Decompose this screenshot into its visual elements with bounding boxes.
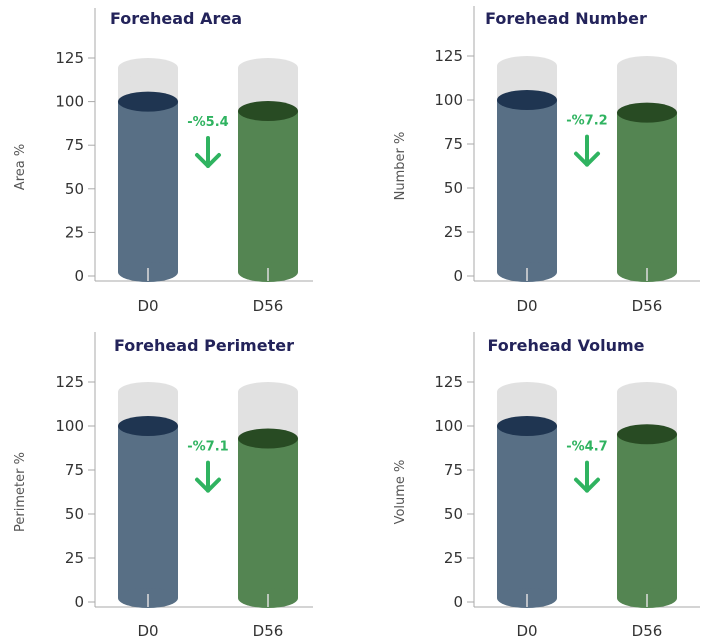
y-tick-label: 75 <box>65 461 84 479</box>
bar-body <box>617 112 677 272</box>
y-axis-label: Number % <box>393 132 408 201</box>
y-tick-label: 50 <box>65 505 84 523</box>
bar-d56 <box>617 56 677 282</box>
bar-top <box>238 101 298 122</box>
y-axis-label: Area % <box>13 144 28 190</box>
y-tick-label: 125 <box>55 373 84 391</box>
bar-body <box>118 101 178 272</box>
chart-panel-2: Forehead Number Number % 0 25 50 75 100 125 D0 D5… <box>393 6 700 315</box>
down-arrow-icon <box>195 136 221 169</box>
bar-d56 <box>238 382 298 608</box>
change-label: -%5.4 <box>187 115 228 130</box>
bar-body <box>617 434 677 598</box>
x-tick-label: D56 <box>632 297 663 315</box>
bar-track-top <box>497 56 557 76</box>
y-tick-label: 75 <box>65 136 84 154</box>
bar-body <box>497 426 557 598</box>
chart-title: Forehead Number <box>485 9 647 28</box>
bar-track-top <box>238 382 298 402</box>
bar-top <box>238 428 298 449</box>
x-tick-label: D56 <box>253 297 284 315</box>
bar-top <box>617 102 677 123</box>
down-arrow-icon <box>574 134 600 167</box>
chart-title: Forehead Perimeter <box>114 336 294 355</box>
chart-title: Forehead Volume <box>488 336 645 355</box>
bar-track-top <box>497 382 557 402</box>
y-tick-label: 100 <box>434 91 463 109</box>
y-tick-label: 50 <box>444 179 463 197</box>
y-tick-label: 0 <box>453 267 463 285</box>
y-tick-label: 125 <box>434 373 463 391</box>
bar-top <box>497 90 557 110</box>
y-tick-label: 25 <box>65 549 84 567</box>
y-tick-label: 100 <box>55 93 84 111</box>
x-tick-label: D0 <box>137 297 158 315</box>
y-tick-label: 125 <box>434 47 463 65</box>
bar-track-top <box>118 382 178 402</box>
y-tick-label: 50 <box>65 180 84 198</box>
change-label: -%4.7 <box>566 440 607 455</box>
bar-top <box>118 91 178 112</box>
x-tick-label: D0 <box>137 622 158 640</box>
bar-body <box>118 426 178 598</box>
y-tick-label: 0 <box>74 267 84 285</box>
y-tick-label: 25 <box>444 549 463 567</box>
bar-body <box>238 438 298 598</box>
bar-track-top <box>617 56 677 76</box>
bar-track-top <box>238 58 298 78</box>
y-tick-label: 0 <box>74 593 84 611</box>
x-tick-label: D56 <box>253 622 284 640</box>
y-tick-label: 25 <box>65 223 84 241</box>
y-tick-label: 100 <box>55 417 84 435</box>
bar-d0 <box>497 382 557 608</box>
bar-top <box>617 424 677 445</box>
y-tick-label: 125 <box>55 49 84 67</box>
x-tick-label: D0 <box>516 622 537 640</box>
bar-d56 <box>617 382 677 608</box>
bar-d0 <box>118 58 178 282</box>
bar-d56 <box>238 58 298 282</box>
y-tick-label: 50 <box>444 505 463 523</box>
down-arrow-icon <box>195 460 221 493</box>
bar-body <box>238 111 298 272</box>
y-tick-label: 75 <box>444 461 463 479</box>
down-arrow-icon <box>574 460 600 493</box>
bar-track-top <box>118 58 178 78</box>
bar-d0 <box>118 382 178 608</box>
chart-panel-1: Forehead Area Area % 0 25 50 75 100 125 D0 D56 -%5… <box>13 8 313 315</box>
bar-top <box>118 416 178 436</box>
change-label: -%7.1 <box>187 440 228 455</box>
bar-track-top <box>617 382 677 402</box>
x-tick-label: D0 <box>516 297 537 315</box>
y-tick-label: 100 <box>434 417 463 435</box>
chart-title: Forehead Area <box>110 9 242 28</box>
change-label: -%7.2 <box>566 114 607 129</box>
y-tick-label: 25 <box>444 223 463 241</box>
chart-panel-4: Forehead Volume Volume % 0 25 50 75 100 125 D0 D5… <box>393 332 700 640</box>
y-axis-label: Volume % <box>393 460 408 525</box>
x-tick-label: D56 <box>632 622 663 640</box>
y-tick-label: 0 <box>453 593 463 611</box>
bar-d0 <box>497 56 557 282</box>
y-tick-label: 75 <box>444 135 463 153</box>
chart-panel-3: Forehead Perimeter Perimeter % 0 25 50 75 100 1… <box>13 332 313 640</box>
y-axis-label: Perimeter % <box>13 452 28 532</box>
bar-body <box>497 100 557 272</box>
bar-top <box>497 416 557 436</box>
